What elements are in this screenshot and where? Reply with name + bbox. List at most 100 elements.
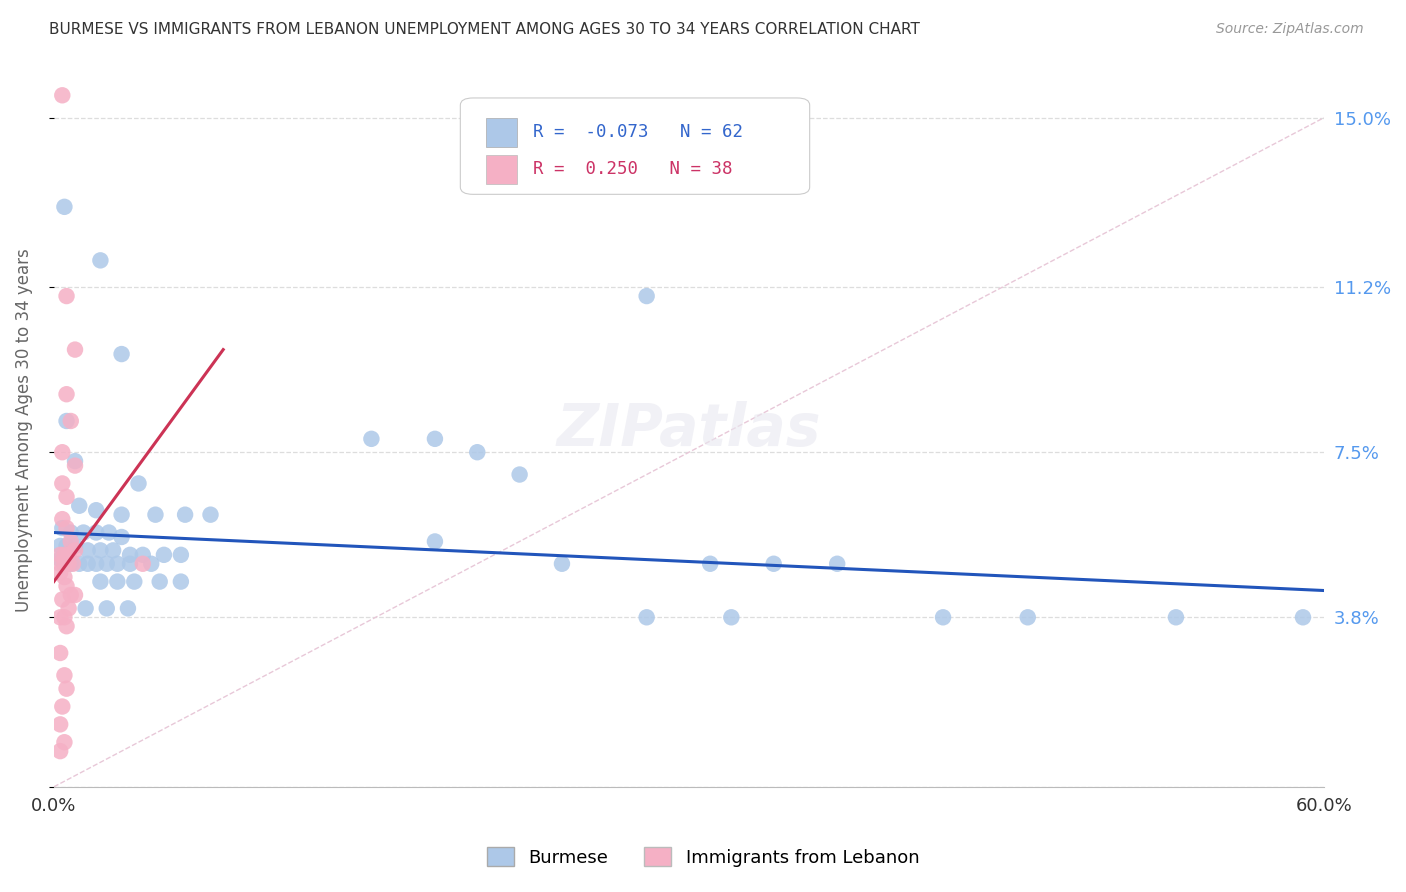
Point <box>174 508 197 522</box>
Point <box>55 579 77 593</box>
Legend: Burmese, Immigrants from Lebanon: Burmese, Immigrants from Lebanon <box>479 840 927 874</box>
Point <box>423 432 446 446</box>
Point <box>51 512 73 526</box>
Point <box>110 530 132 544</box>
Point <box>53 610 76 624</box>
Point <box>51 88 73 103</box>
Point <box>55 387 77 401</box>
Point <box>58 557 80 571</box>
Point <box>132 557 155 571</box>
Point <box>63 454 86 468</box>
Point <box>49 548 72 562</box>
Point <box>67 499 90 513</box>
Point <box>63 588 86 602</box>
Point <box>49 744 72 758</box>
Point <box>58 548 80 562</box>
Point <box>59 557 82 571</box>
Point <box>101 543 124 558</box>
Point <box>55 619 77 633</box>
Point <box>118 548 141 562</box>
Point <box>1292 610 1315 624</box>
Point <box>49 539 72 553</box>
Point <box>53 668 76 682</box>
Point <box>51 592 73 607</box>
Text: R =  -0.073   N = 62: R = -0.073 N = 62 <box>533 123 742 141</box>
Point <box>53 200 76 214</box>
Point <box>55 414 77 428</box>
FancyBboxPatch shape <box>485 118 517 146</box>
Point <box>117 601 139 615</box>
Text: ZIPatlas: ZIPatlas <box>557 401 821 458</box>
Point <box>96 601 118 615</box>
Point <box>118 557 141 571</box>
Point <box>153 548 176 562</box>
Point <box>551 557 574 571</box>
Point <box>124 574 146 589</box>
Point <box>51 699 73 714</box>
Text: R =  0.250   N = 38: R = 0.250 N = 38 <box>533 161 733 178</box>
Point <box>49 610 72 624</box>
Point <box>67 557 90 571</box>
Point <box>55 681 77 696</box>
Point <box>825 557 848 571</box>
Point <box>762 557 785 571</box>
Point <box>49 646 72 660</box>
Point <box>636 610 658 624</box>
Point <box>59 414 82 428</box>
Point <box>360 432 382 446</box>
Point <box>72 525 94 540</box>
Point <box>49 557 72 571</box>
Point <box>49 717 72 731</box>
Point <box>55 490 77 504</box>
Point <box>141 557 163 571</box>
Point <box>53 735 76 749</box>
Point <box>75 601 97 615</box>
Point <box>200 508 222 522</box>
Point <box>110 347 132 361</box>
Point <box>76 557 98 571</box>
Point <box>49 552 72 566</box>
Point <box>55 539 77 553</box>
Point <box>89 543 111 558</box>
Point <box>1164 610 1187 624</box>
Point <box>149 574 172 589</box>
Point <box>97 525 120 540</box>
Point <box>720 610 742 624</box>
Point <box>53 557 76 571</box>
Point <box>170 574 193 589</box>
Point <box>63 458 86 473</box>
Point <box>105 557 128 571</box>
Y-axis label: Unemployment Among Ages 30 to 34 years: Unemployment Among Ages 30 to 34 years <box>15 248 32 612</box>
Point <box>76 543 98 558</box>
Point <box>63 543 86 558</box>
Point <box>932 610 955 624</box>
Point <box>51 476 73 491</box>
Point <box>132 548 155 562</box>
Point <box>63 539 86 553</box>
Point <box>84 557 107 571</box>
Point <box>53 570 76 584</box>
Point <box>509 467 531 482</box>
Point <box>84 503 107 517</box>
Text: BURMESE VS IMMIGRANTS FROM LEBANON UNEMPLOYMENT AMONG AGES 30 TO 34 YEARS CORREL: BURMESE VS IMMIGRANTS FROM LEBANON UNEMP… <box>49 22 920 37</box>
Point <box>59 588 82 602</box>
Point <box>59 534 82 549</box>
Point <box>51 521 73 535</box>
Point <box>423 534 446 549</box>
Point <box>53 557 76 571</box>
Point <box>53 548 76 562</box>
Point <box>51 445 73 459</box>
Point <box>170 548 193 562</box>
Point <box>96 557 118 571</box>
Point <box>55 521 77 535</box>
Point <box>58 601 80 615</box>
Point <box>89 253 111 268</box>
FancyBboxPatch shape <box>485 155 517 184</box>
Point <box>465 445 488 459</box>
Point <box>55 289 77 303</box>
Point <box>110 508 132 522</box>
Point <box>105 574 128 589</box>
Point <box>699 557 721 571</box>
Point <box>49 566 72 580</box>
Point <box>63 343 86 357</box>
